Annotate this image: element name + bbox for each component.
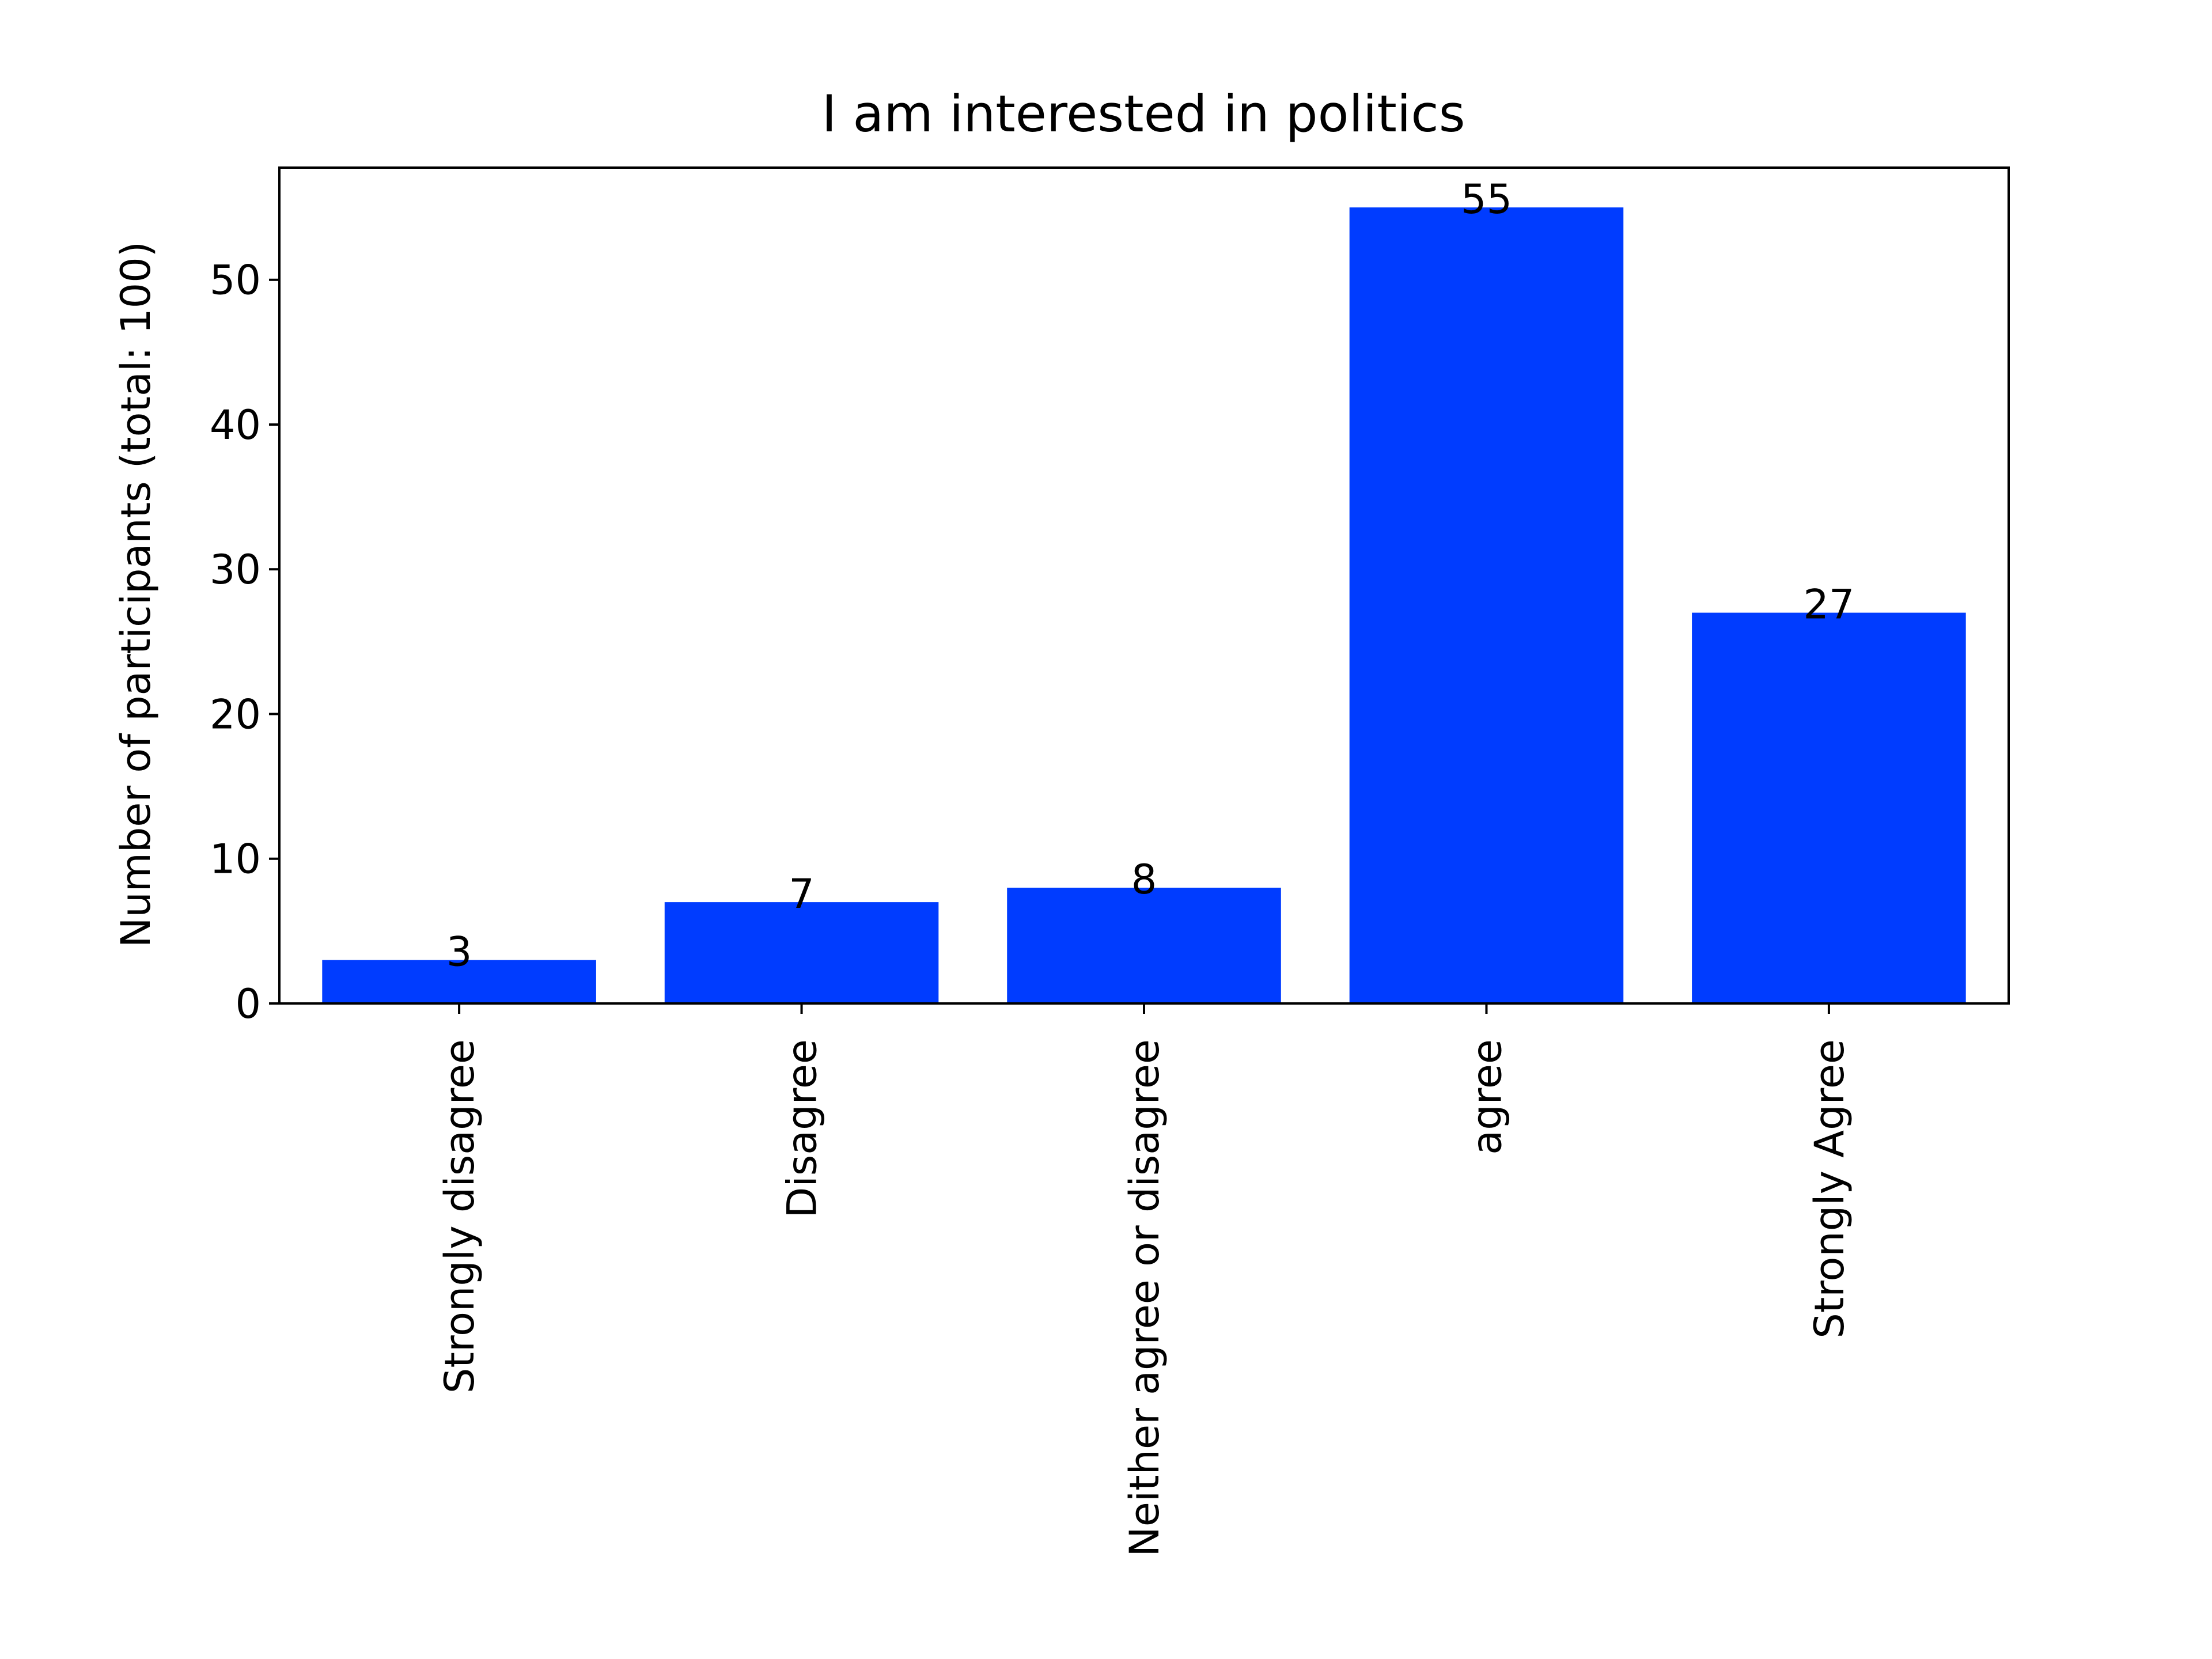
y-tick-label: 0 [235,980,261,1028]
y-tick-label: 40 [210,402,261,449]
data-label: 3 [446,929,472,976]
x-tick-label: agree [1463,1039,1510,1155]
x-tick-label: Strongly disagree [436,1039,483,1393]
y-axis-label: Number of participants (total: 100) [112,241,160,948]
bars-group [322,207,1966,1004]
bar [1349,207,1624,1004]
bar [322,960,596,1003]
data-label: 7 [789,870,815,918]
data-label: 55 [1461,176,1512,223]
bar [664,902,939,1003]
data-label: 27 [1803,581,1854,628]
data-labels: 3 7 8 55 27 [446,176,1855,976]
x-axis-ticks: Strongly disagree Disagree Neither agree o… [436,1003,1853,1557]
bar [1007,887,1281,1003]
y-tick-label: 30 [210,546,261,593]
y-tick-label: 10 [210,836,261,883]
x-tick-label: Neither agree or disagree [1121,1039,1168,1557]
y-axis-ticks: 0 10 20 30 40 50 [210,257,279,1028]
plot-area-frame [278,166,2010,1005]
y-tick-label: 20 [210,691,261,738]
y-tick-label: 50 [210,257,261,304]
x-tick-label: Disagree [779,1039,826,1218]
data-label: 8 [1131,856,1157,903]
x-tick-label: Strongly Agree [1806,1039,1853,1339]
chart-title: I am interested in politics [821,84,1465,143]
bar [1692,612,1966,1003]
